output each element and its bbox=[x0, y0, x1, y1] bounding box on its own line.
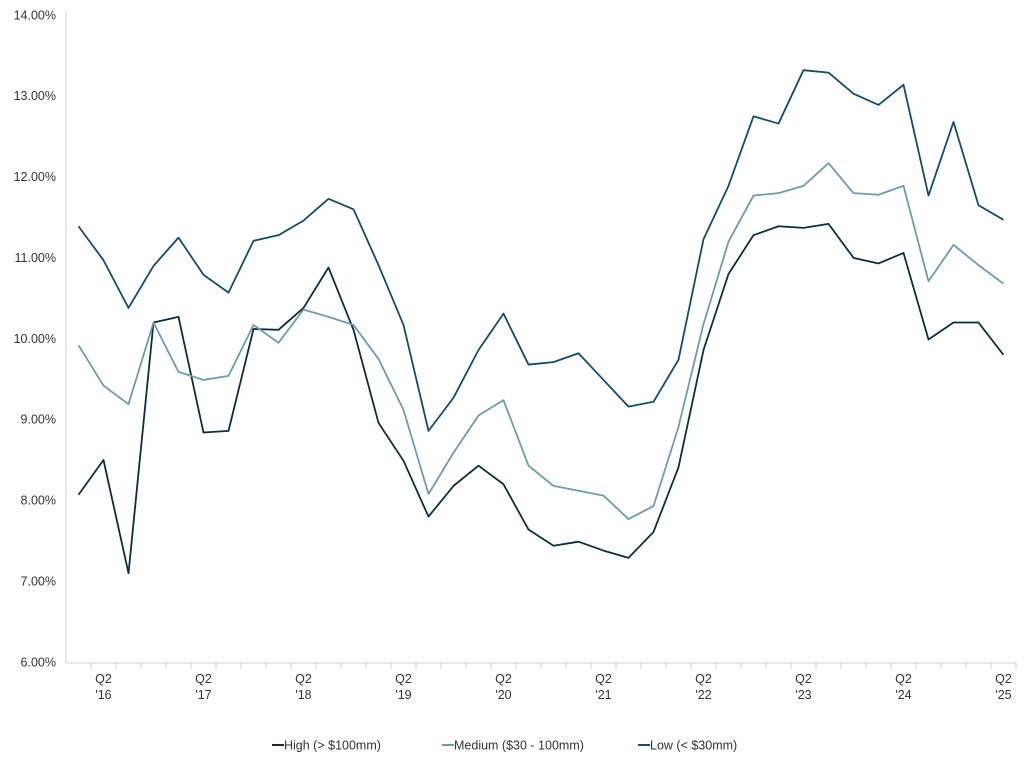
x-tick-label: Q2'25 bbox=[995, 672, 1012, 702]
y-tick-label: 8.00% bbox=[21, 494, 56, 508]
x-tick-label: Q2'19 bbox=[395, 672, 412, 702]
line-series bbox=[77, 162, 1005, 520]
x-tick-label: Q2'16 bbox=[95, 672, 112, 702]
x-tick-label: Q2'20 bbox=[495, 672, 512, 702]
y-tick-label: 11.00% bbox=[15, 251, 56, 265]
line-series bbox=[77, 69, 1004, 432]
y-tick-label: 12.00% bbox=[14, 170, 56, 184]
x-tick-label: Q2'24 bbox=[895, 672, 912, 702]
x-tick-label: Q2'18 bbox=[295, 672, 312, 702]
x-tick-label: Q2'17 bbox=[195, 672, 212, 702]
x-tick-label: Q2'21 bbox=[595, 672, 612, 702]
x-tick-label: Q2'23 bbox=[795, 672, 812, 702]
y-tick-label: 13.00% bbox=[14, 89, 56, 103]
y-tick-label: 6.00% bbox=[21, 655, 56, 669]
legend-label: High (> $100mm) bbox=[284, 738, 381, 752]
legend-label: Medium ($30 - 100mm) bbox=[454, 738, 584, 752]
y-tick-label: 9.00% bbox=[21, 413, 56, 427]
y-tick-label: 7.00% bbox=[21, 574, 56, 588]
y-tick-label: 14.00% bbox=[14, 8, 56, 22]
y-tick-label: 10.00% bbox=[14, 332, 56, 346]
legend-label: Low (< $30mm) bbox=[650, 738, 737, 752]
line-series bbox=[77, 222, 1005, 575]
x-tick-label: Q2'22 bbox=[695, 672, 712, 702]
